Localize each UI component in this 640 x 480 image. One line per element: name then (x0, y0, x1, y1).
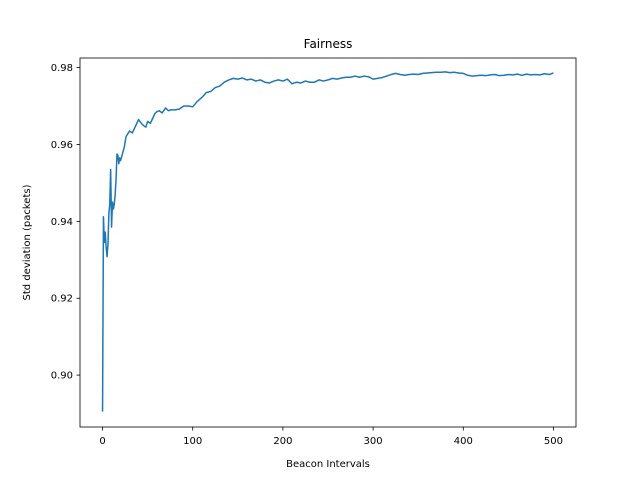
y-tick-label: 0.98 (51, 63, 73, 74)
series-line (101, 71, 554, 412)
x-tick-label: 500 (544, 436, 563, 447)
y-tick-label: 0.94 (51, 217, 73, 228)
y-tick-label: 0.92 (51, 294, 73, 305)
plot-layer (101, 71, 554, 412)
y-tick-label: 0.90 (51, 371, 73, 382)
plot-frame (79, 57, 577, 428)
y-tick-label: 0.96 (51, 140, 73, 151)
x-axis-label: Beacon Intervals (286, 459, 370, 470)
y-axis-ticks: 0.90 0.92 0.94 0.96 0.98 (51, 63, 80, 382)
x-axis-ticks: 0 100 200 300 400 500 (99, 427, 563, 447)
chart-title: Fairness (304, 37, 353, 51)
x-tick-label: 400 (454, 436, 473, 447)
x-tick-label: 0 (99, 436, 105, 447)
x-tick-label: 100 (183, 436, 202, 447)
x-tick-label: 200 (273, 436, 292, 447)
y-axis-label: Std deviation (packets) (22, 184, 33, 300)
x-tick-label: 300 (364, 436, 383, 447)
